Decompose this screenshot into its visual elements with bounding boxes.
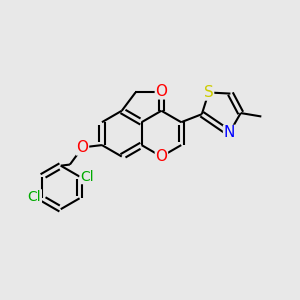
Text: O: O: [155, 84, 167, 99]
Text: N: N: [224, 125, 235, 140]
Text: Cl: Cl: [28, 190, 41, 204]
Text: O: O: [155, 149, 167, 164]
Text: O: O: [76, 140, 88, 155]
Text: S: S: [204, 85, 214, 100]
Text: Cl: Cl: [80, 169, 94, 184]
